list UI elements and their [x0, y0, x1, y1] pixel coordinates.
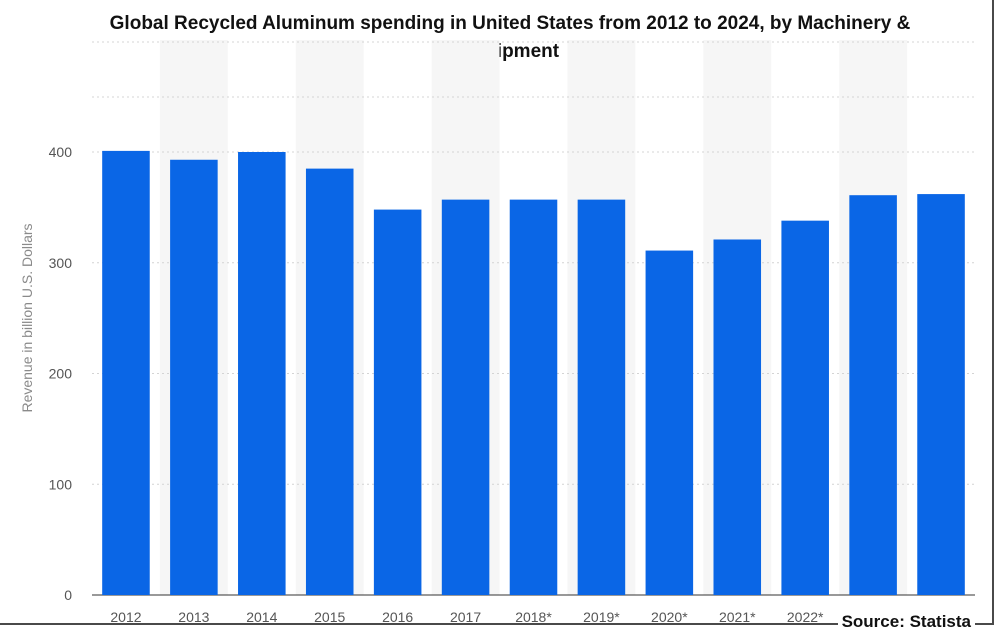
bars: [102, 150, 965, 596]
y-tick-label: 300: [49, 255, 73, 271]
bar-2019-est: [577, 199, 626, 595]
bar-2017: [441, 199, 490, 595]
x-tick-label: 2017: [450, 609, 481, 625]
source-label: Source: Statista: [837, 612, 975, 632]
x-tick-label: 2014: [246, 609, 277, 625]
bar-2015: [305, 168, 354, 596]
x-tick-label: 2018*: [515, 609, 552, 625]
x-tick-label: 2013: [178, 609, 209, 625]
bar-2022-est: [781, 220, 829, 596]
bar-2013: [170, 159, 218, 595]
y-tick-label: 100: [49, 476, 73, 492]
y-tick-label: 400: [49, 144, 73, 160]
x-tick-label: 2019*: [583, 609, 620, 625]
x-axis-ticks: 2012 2013 2014 2015 2016 2017 2018* 2019* 2020* 2…: [110, 609, 960, 625]
x-tick-label: 2020*: [651, 609, 688, 625]
bar-2016: [373, 209, 422, 595]
bar-2014: [238, 152, 286, 595]
x-tick-label: 2021*: [719, 609, 756, 625]
bar-2023-est: [849, 195, 897, 595]
x-tick-label: 2015: [314, 609, 345, 625]
bar-2020-est: [645, 250, 694, 595]
y-tick-label: 0: [64, 587, 72, 603]
y-tick-label: 200: [49, 366, 73, 382]
x-tick-label: 2012: [110, 609, 141, 625]
bar-2012: [102, 150, 150, 595]
x-tick-label: 2022*: [787, 609, 824, 625]
y-axis-label: Revenue in billion U.S. Dollars: [19, 223, 35, 412]
x-tick-label: 2016: [382, 609, 413, 625]
y-axis-ticks: 0 100 200 300 400: [49, 144, 73, 603]
bar-2024-est: [917, 194, 965, 595]
bar-2021-est: [713, 239, 762, 595]
bar-2018-est: [509, 199, 558, 595]
